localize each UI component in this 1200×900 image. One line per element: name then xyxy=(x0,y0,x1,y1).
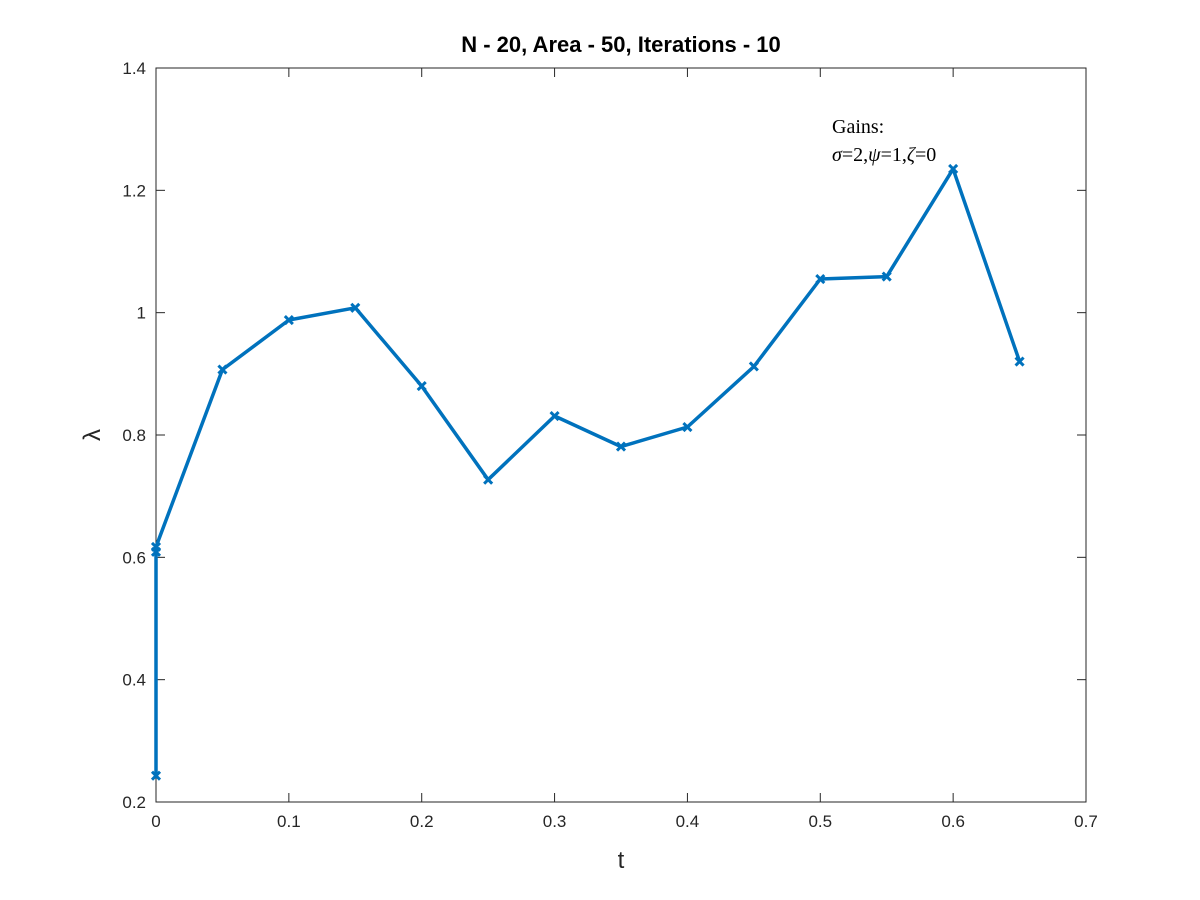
data-point-marker xyxy=(150,541,162,552)
marker-cross xyxy=(549,410,560,422)
annotation-gains: Gains: σ=2,ψ=1,ζ=0 xyxy=(832,116,936,166)
marker-cross xyxy=(748,361,759,372)
marker-cross xyxy=(1014,356,1025,367)
annotation-sigma-value: =2, xyxy=(842,144,868,166)
marker-cross xyxy=(283,314,294,326)
x-axis-label: t xyxy=(618,847,625,874)
annotation-zeta-symbol: ζ xyxy=(907,144,917,166)
marker-cross xyxy=(682,421,693,433)
x-tick-label: 0.3 xyxy=(543,812,567,831)
data-point-marker xyxy=(815,273,826,285)
series-lambda xyxy=(150,163,1025,781)
data-point-marker xyxy=(150,770,162,781)
plot-area xyxy=(155,67,1087,803)
y-tick-label: 0.2 xyxy=(122,793,146,812)
marker-cross xyxy=(815,273,826,285)
data-point-marker xyxy=(748,361,759,372)
data-point-marker xyxy=(416,381,427,392)
marker-cross xyxy=(150,770,162,781)
marker-cross xyxy=(150,541,162,552)
data-point-marker xyxy=(217,364,228,375)
annotation-psi-value: =1, xyxy=(881,144,907,166)
marker-cross xyxy=(483,474,494,485)
y-tick-label: 1 xyxy=(137,304,146,323)
marker-cross xyxy=(416,381,427,392)
y-tick-label: 0.4 xyxy=(122,671,146,690)
data-point-marker xyxy=(682,421,693,433)
x-tick-label: 0 xyxy=(151,812,160,831)
x-tick-label: 0.7 xyxy=(1074,812,1098,831)
y-axis-label: λ xyxy=(79,429,106,441)
data-point-marker xyxy=(283,314,294,326)
x-tick-label: 0.2 xyxy=(410,812,434,831)
marker-cross xyxy=(881,271,892,282)
y-axis-ticks: 0.2 0.4 0.6 0.8 1 1.2 1.4 xyxy=(122,59,1086,812)
marker-cross xyxy=(350,302,361,313)
chart-title: N - 20, Area - 50, Iterations - 10 xyxy=(461,32,781,57)
x-tick-label: 0.4 xyxy=(676,812,700,831)
y-tick-label: 0.8 xyxy=(122,426,146,445)
x-tick-label: 0.5 xyxy=(808,812,832,831)
annotation-psi-symbol: ψ xyxy=(868,144,881,166)
data-point-marker xyxy=(549,410,560,422)
x-axis-ticks: 0 0.1 0.2 0.3 0.4 0.5 0.6 0.7 xyxy=(151,68,1098,831)
data-point-marker xyxy=(881,271,892,282)
data-point-marker xyxy=(1014,356,1025,367)
series-line xyxy=(154,167,1022,778)
x-tick-label: 0.6 xyxy=(941,812,965,831)
data-point-marker xyxy=(350,302,361,313)
marker-cross xyxy=(217,364,228,375)
y-tick-label: 1.2 xyxy=(122,181,146,200)
y-tick-label: 1.4 xyxy=(122,59,146,78)
data-point-marker xyxy=(615,441,627,452)
marker-cross xyxy=(948,163,959,174)
data-point-marker xyxy=(948,163,959,174)
y-tick-label: 0.6 xyxy=(122,548,146,567)
data-point-marker xyxy=(483,474,494,485)
annotation-sigma-symbol: σ xyxy=(832,144,843,166)
annotation-line-1: Gains: xyxy=(832,116,884,138)
marker-cross xyxy=(615,441,627,452)
annotation-zeta-value: =0 xyxy=(915,144,936,166)
x-tick-label: 0.1 xyxy=(277,812,301,831)
